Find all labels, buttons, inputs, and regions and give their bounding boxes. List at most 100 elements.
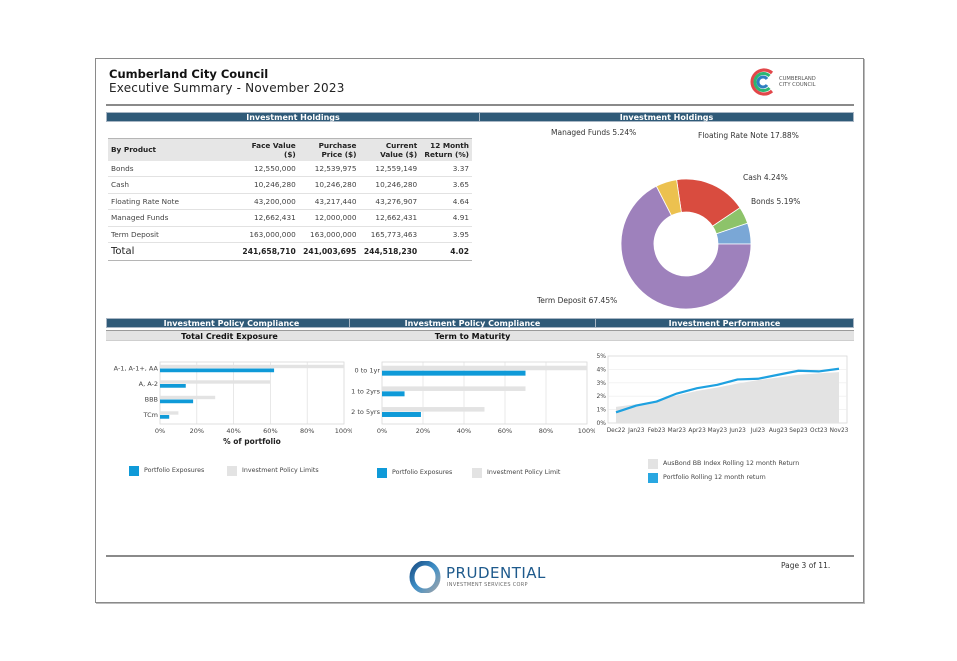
cell-return: 3.95 bbox=[420, 226, 472, 243]
credit-legend-limit-swatch bbox=[227, 466, 237, 476]
table-row: Cash 10,246,280 10,246,280 10,246,280 3.… bbox=[108, 176, 472, 194]
cell-current-value: 165,773,463 bbox=[359, 226, 421, 243]
x-tick-label: 0% bbox=[155, 427, 165, 435]
cell-face-value: 12,662,431 bbox=[238, 209, 299, 227]
category-label: A, A-2 bbox=[139, 380, 158, 388]
holdings-table: By Product Face Value ($) Purchase Price (… bbox=[108, 138, 472, 261]
exposure-bar bbox=[160, 415, 170, 419]
cell-total-label: Total bbox=[108, 242, 238, 261]
prudential-logo-icon bbox=[409, 560, 441, 594]
perf-legend-index: AusBond BB Index Rolling 12 month Return bbox=[663, 460, 800, 467]
council-logo: CUMBERLAND CITY COUNCIL bbox=[748, 67, 828, 97]
term-legend-exposure-swatch bbox=[377, 468, 387, 478]
term-maturity-chart: 0% 20% 40% 60% 80% 100% 0 to 1yr 1 to 2yrs 2 to … bbox=[351, 361, 595, 435]
x-tick-label: Feb23 bbox=[648, 428, 666, 434]
cell-product: Bonds bbox=[108, 160, 238, 177]
y-tick-label: 2% bbox=[596, 393, 606, 400]
cell-current-value: 43,276,907 bbox=[359, 193, 421, 210]
col-face-value: Face Value ($) bbox=[238, 138, 299, 161]
cell-current-value: 12,559,149 bbox=[359, 160, 421, 177]
exposure-bar bbox=[382, 370, 526, 376]
cell-total-return: 4.02 bbox=[420, 242, 472, 261]
table-total-row: Total 241,658,710 241,003,695 244,518,23… bbox=[108, 242, 472, 261]
x-tick-label: Sep23 bbox=[789, 428, 808, 434]
x-tick-label: 60% bbox=[498, 427, 512, 435]
x-tick-label: 100% bbox=[335, 427, 352, 435]
y-tick-label: 0% bbox=[596, 420, 606, 427]
category-label: 0 to 1yr bbox=[355, 367, 381, 375]
cell-product: Floating Rate Note bbox=[108, 193, 238, 210]
category-label: BBB bbox=[145, 396, 158, 404]
council-logo-text: CUMBERLAND CITY COUNCIL bbox=[779, 76, 816, 88]
prudential-tagline: INVESTMENT SERVICES CORP bbox=[447, 582, 528, 588]
exposure-bar bbox=[160, 384, 186, 388]
col-purchase-price: Purchase Price ($) bbox=[298, 138, 360, 161]
table-row: Floating Rate Note 43,200,000 43,217,440… bbox=[108, 193, 472, 210]
y-tick-label: 5% bbox=[596, 353, 606, 360]
limit-bar bbox=[160, 395, 216, 400]
holdings-chart-bar: Investment Holdings bbox=[479, 112, 854, 122]
report-subtitle: Executive Summary - November 2023 bbox=[109, 81, 345, 95]
cell-purchase-price: 10,246,280 bbox=[298, 176, 360, 194]
x-tick-label: 0% bbox=[377, 427, 387, 435]
cell-return: 3.65 bbox=[420, 176, 472, 194]
limit-bar bbox=[160, 364, 344, 369]
plot-area bbox=[159, 361, 345, 425]
limit-bar bbox=[382, 365, 587, 371]
x-tick-label: 20% bbox=[190, 427, 204, 435]
x-tick-label: Jun23 bbox=[728, 428, 746, 434]
portfolio-line bbox=[615, 367, 840, 414]
credit-compliance-bar: Investment Policy Compliance bbox=[106, 318, 357, 328]
holdings-table-bar: Investment Holdings bbox=[106, 112, 480, 122]
y-tick-label: 4% bbox=[596, 366, 606, 373]
header-divider bbox=[106, 104, 854, 106]
donut-label-cash: Cash 4.24% bbox=[743, 173, 788, 182]
report-page: Cumberland City Council Executive Summar… bbox=[95, 58, 864, 603]
exposure-bar bbox=[382, 412, 421, 417]
x-tick-label: Nov23 bbox=[830, 428, 849, 434]
cell-product: Managed Funds bbox=[108, 209, 238, 227]
cell-product: Cash bbox=[108, 176, 238, 194]
credit-legend-exposure-swatch bbox=[129, 466, 139, 476]
category-label: A-1, A-1+, AA bbox=[114, 365, 159, 373]
table-row: Term Deposit 163,000,000 163,000,000 165… bbox=[108, 226, 472, 243]
exposure-bar bbox=[160, 399, 194, 404]
limit-bar bbox=[382, 386, 526, 391]
council-logo-icon bbox=[750, 68, 774, 96]
perf-legend-index-swatch bbox=[648, 459, 658, 469]
cell-purchase-price: 43,217,440 bbox=[298, 193, 360, 210]
x-tick-label: 40% bbox=[457, 427, 471, 435]
donut-slice-term-deposit bbox=[620, 185, 752, 310]
cell-face-value: 10,246,280 bbox=[238, 176, 299, 194]
cell-total-face-value: 241,658,710 bbox=[238, 242, 299, 261]
x-tick-label: 60% bbox=[263, 427, 277, 435]
term-legend-limit-swatch bbox=[472, 468, 482, 478]
x-tick-label: 80% bbox=[539, 427, 553, 435]
term-legend-limit: Investment Policy Limit bbox=[487, 469, 561, 476]
council-logo-line1: CUMBERLAND bbox=[779, 76, 816, 82]
col-by-product: By Product bbox=[108, 138, 238, 161]
prudential-logo: PRUDENTIAL INVESTMENT SERVICES CORP bbox=[409, 560, 559, 595]
x-tick-label: Oct23 bbox=[810, 428, 828, 434]
holdings-donut-chart bbox=[620, 178, 752, 310]
footer-divider bbox=[106, 555, 854, 557]
performance-subtitle-bar bbox=[595, 330, 854, 341]
category-label: 2 to 5yrs bbox=[351, 408, 380, 416]
cell-return: 4.64 bbox=[420, 193, 472, 210]
cell-purchase-price: 163,000,000 bbox=[298, 226, 360, 243]
donut-label-managed-funds: Managed Funds 5.24% bbox=[551, 128, 637, 137]
table-row: Managed Funds 12,662,431 12,000,000 12,6… bbox=[108, 209, 472, 227]
x-tick-label: Apr23 bbox=[688, 428, 706, 434]
cell-face-value: 43,200,000 bbox=[238, 193, 299, 210]
perf-legend-portfolio: Portfolio Rolling 12 month return bbox=[663, 474, 766, 481]
x-axis-label: % of portfolio bbox=[223, 437, 281, 446]
exposure-bar bbox=[382, 391, 405, 397]
x-tick-label: Mar23 bbox=[668, 428, 687, 434]
category-label: TCm bbox=[143, 411, 158, 419]
cell-current-value: 12,662,431 bbox=[359, 209, 421, 227]
credit-exposure-chart: 0% 20% 40% 60% 80% 100% A-1, A-1+, AA A, A-2 BBB… bbox=[114, 361, 352, 446]
cell-purchase-price: 12,539,975 bbox=[298, 160, 360, 177]
cell-return: 3.37 bbox=[420, 160, 472, 177]
x-tick-label: Jul23 bbox=[750, 428, 766, 434]
x-tick-label: Aug23 bbox=[769, 428, 788, 434]
